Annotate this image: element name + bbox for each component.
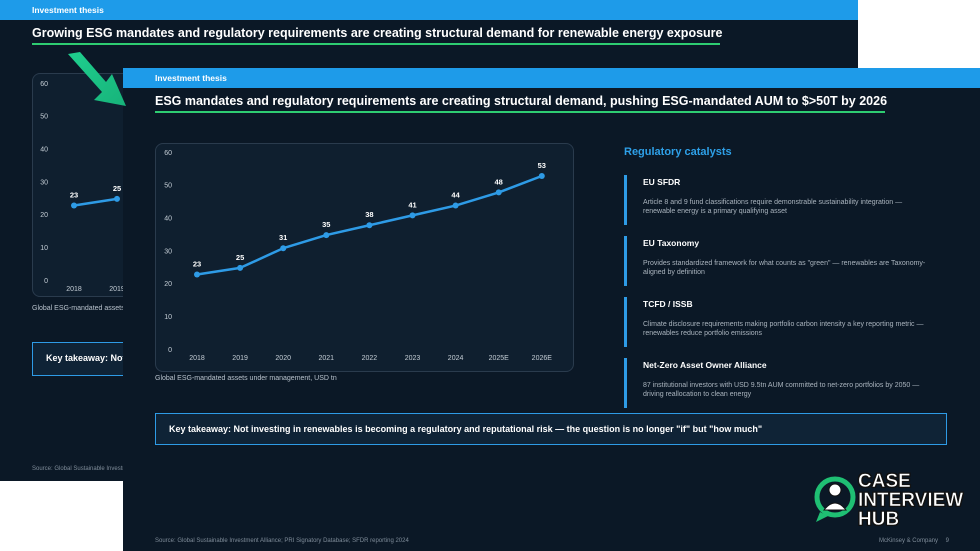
- page-number: 9: [945, 538, 949, 544]
- y-tick-label: 10: [164, 314, 172, 321]
- y-tick-label: 10: [40, 245, 48, 252]
- y-tick-label: 60: [40, 81, 48, 88]
- front-slide: Investment thesis ESG mandates and regul…: [123, 68, 980, 551]
- y-tick-label: 20: [164, 281, 172, 288]
- catalyst-description: Article 8 and 9 fund classifications req…: [643, 199, 903, 215]
- takeaway-text: Key takeaway: Not investing in renewable…: [169, 424, 763, 434]
- data-point: [366, 222, 373, 229]
- chart-caption: Global ESG-mandated assets under managem…: [32, 305, 214, 312]
- slide-header: Investment thesis: [32, 5, 104, 15]
- data-point: [452, 202, 459, 209]
- data-label: 25: [113, 184, 121, 193]
- data-point: [495, 189, 502, 196]
- catalysts-title: Regulatory catalysts: [624, 146, 732, 158]
- catalyst-bar: [624, 175, 627, 225]
- data-point: [538, 172, 545, 179]
- header-bar: [0, 0, 858, 20]
- data-point: [114, 195, 120, 202]
- slide-title: ESG mandates and regulatory requirements…: [155, 94, 888, 108]
- chart-panel: 0 10 20 30 40 50 60 2018 23 2019 25 2020 31 2021 35 202…: [155, 143, 574, 372]
- transition-arrow: [68, 52, 126, 106]
- data-label: 44: [451, 191, 460, 200]
- catalyst-bar: [624, 297, 627, 347]
- data-point: [237, 264, 244, 271]
- data-point: [280, 245, 287, 252]
- catalyst-bar: [624, 236, 627, 286]
- y-tick-label: 40: [40, 147, 48, 154]
- logo-line: HUB: [858, 509, 900, 530]
- x-tick-label: 2021: [319, 355, 335, 362]
- y-tick-label: 60: [164, 150, 172, 157]
- y-tick-label: 50: [40, 114, 48, 121]
- x-tick-label: 2019: [109, 286, 125, 293]
- y-tick-label: 50: [164, 183, 172, 190]
- x-tick-label: 2026E: [532, 355, 553, 362]
- y-tick-label: 40: [164, 216, 172, 223]
- data-label: 38: [365, 210, 373, 219]
- slide-header: Investment thesis: [155, 73, 227, 83]
- x-tick-label: 2018: [66, 286, 82, 293]
- catalyst-bar: [624, 358, 627, 408]
- data-line: [73, 197, 118, 207]
- catalyst-title: EU SFDR: [643, 177, 681, 187]
- x-tick-label: 2020: [275, 355, 291, 362]
- data-label: 35: [322, 220, 330, 229]
- catalyst-title: Net-Zero Asset Owner Alliance: [643, 360, 767, 370]
- logo-line: CASE: [858, 471, 911, 492]
- chart-caption: Global ESG-mandated assets under managem…: [155, 375, 337, 382]
- logo-icon: [814, 476, 856, 522]
- takeaway-text: Key takeaway: Not: [46, 353, 126, 363]
- catalyst-title: EU Taxonomy: [643, 238, 700, 248]
- data-label: 31: [279, 233, 287, 242]
- x-tick-label: 2024: [448, 355, 464, 362]
- takeaway-box: Key takeaway: Not investing in renewable…: [155, 413, 947, 445]
- x-tick-label: 2019: [232, 355, 248, 362]
- data-point: [194, 271, 200, 278]
- catalyst-description: Climate disclosure requirements making p…: [643, 321, 924, 337]
- data-label: 41: [408, 200, 416, 209]
- title-underline: [32, 43, 720, 45]
- y-tick-label: 0: [168, 347, 172, 354]
- title-underline: [155, 111, 885, 113]
- catalyst-title: TCFD / ISSB: [643, 299, 693, 309]
- x-tick-label: 2018: [189, 355, 205, 362]
- arrow-shape: [68, 52, 126, 106]
- data-label: 53: [538, 161, 546, 170]
- data-label: 23: [70, 190, 78, 199]
- data-point: [409, 212, 416, 219]
- logo-line: INTERVIEW: [858, 490, 964, 511]
- y-tick-label: 30: [40, 179, 48, 186]
- footer-brand: McKinsey & Company: [878, 538, 938, 544]
- logo: CASE INTERVIEW HUB: [814, 470, 974, 530]
- data-label: 25: [236, 253, 244, 262]
- source-note: Source: Global Sustainable Investment Al…: [155, 538, 409, 544]
- catalyst-description: 87 institutional investors with USD 9.5t…: [643, 382, 920, 398]
- catalyst-description: Provides standardized framework for what…: [643, 260, 926, 276]
- header-bar: [123, 68, 980, 88]
- data-label: 48: [495, 177, 503, 186]
- y-tick-label: 0: [44, 278, 48, 285]
- data-point: [323, 232, 330, 239]
- y-tick-label: 30: [164, 248, 172, 255]
- data-label: 23: [193, 259, 201, 268]
- x-tick-label: 2023: [405, 355, 421, 362]
- slide-title: Growing ESG mandates and regulatory requ…: [32, 26, 723, 40]
- y-tick-label: 20: [40, 212, 48, 219]
- data-point: [71, 202, 77, 209]
- x-tick-label: 2022: [362, 355, 378, 362]
- x-tick-label: 2025E: [489, 355, 510, 362]
